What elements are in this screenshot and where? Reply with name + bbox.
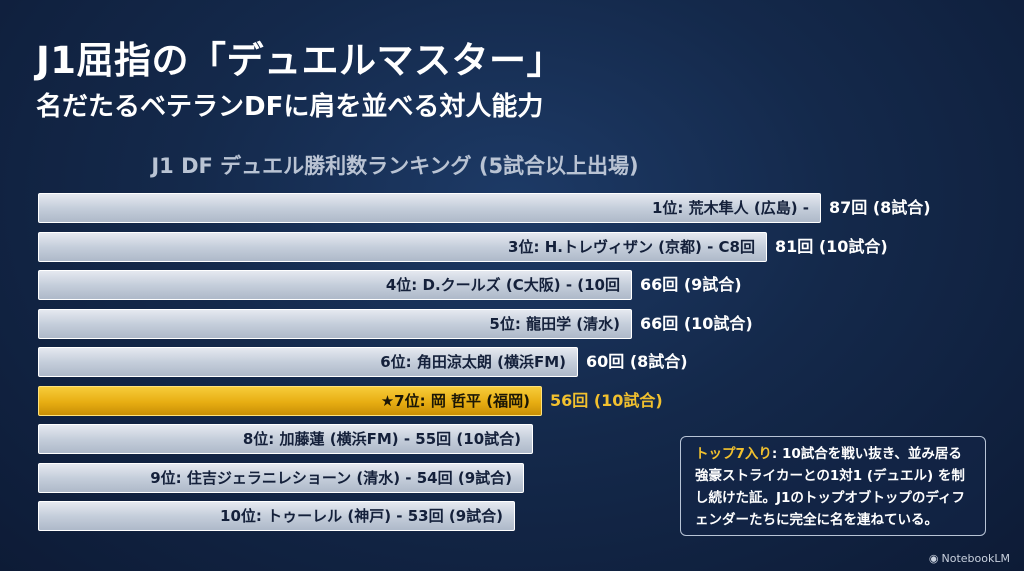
chart-title: J1 DF デュエル勝利数ランキング (5試合以上出場)	[151, 154, 639, 178]
bar-label: 6位: 角田涼太朗 (横浜FM)	[380, 353, 566, 371]
value-label: 60回 (8試合)	[586, 352, 688, 371]
bar-rank-6	[38, 386, 542, 416]
bar-rank-9	[38, 501, 515, 531]
brand-watermark: ◉ NotebookLM	[929, 552, 1010, 565]
bar-rank-1	[38, 193, 821, 223]
value-label: 87回 (8試合)	[829, 198, 931, 217]
brand-name: NotebookLM	[941, 552, 1010, 565]
bar-rank-2	[38, 232, 767, 262]
bar-label: 3位: H.トレヴィザン (京都) - C8回	[508, 238, 755, 256]
notebooklm-logo-icon: ◉	[928, 552, 939, 565]
bar-label: 9位: 住吉ジェラニレショーン (清水) - 54回 (9試合)	[150, 469, 512, 487]
bar-rank-4	[38, 309, 632, 339]
note-box: トップ7入り: 10試合を戦い抜き、並み居る強豪ストライカーとの1対1 (デュエ…	[680, 436, 986, 536]
value-label: 66回 (10試合)	[640, 314, 753, 333]
note-title: トップ7入り	[695, 446, 772, 462]
bar-rank-5	[38, 347, 578, 377]
bar-rank-3	[38, 270, 632, 300]
bar-rank-7	[38, 424, 533, 454]
bar-label: 1位: 荒木隼人 (広島) -	[651, 199, 809, 217]
bar-label: 4位: D.クールズ (C大阪) - (10回	[385, 276, 620, 294]
bar-label: 10位: トゥーレル (神戸) - 53回 (9試合)	[220, 507, 503, 525]
value-label: 81回 (10試合)	[775, 237, 888, 256]
bar-label: ★7位: 岡 哲平 (福岡)	[380, 392, 530, 410]
value-label: 66回 (9試合)	[640, 275, 742, 294]
bar-label: 5位: 龍田学 (清水)	[489, 315, 620, 333]
note-body: : 10試合を戦い抜き、並み居る強豪ストライカーとの1対1 (デュエル) を制し…	[695, 446, 965, 528]
page-title: J1屈指の「デュエルマスター」	[36, 39, 565, 82]
page-subtitle: 名だたるベテランDFに肩を並べる対人能力	[36, 92, 544, 122]
bar-label: 8位: 加藤蓮 (横浜FM) - 55回 (10試合)	[242, 430, 521, 448]
value-label: 56回 (10試合)	[550, 391, 663, 410]
bar-rank-8	[38, 463, 524, 493]
